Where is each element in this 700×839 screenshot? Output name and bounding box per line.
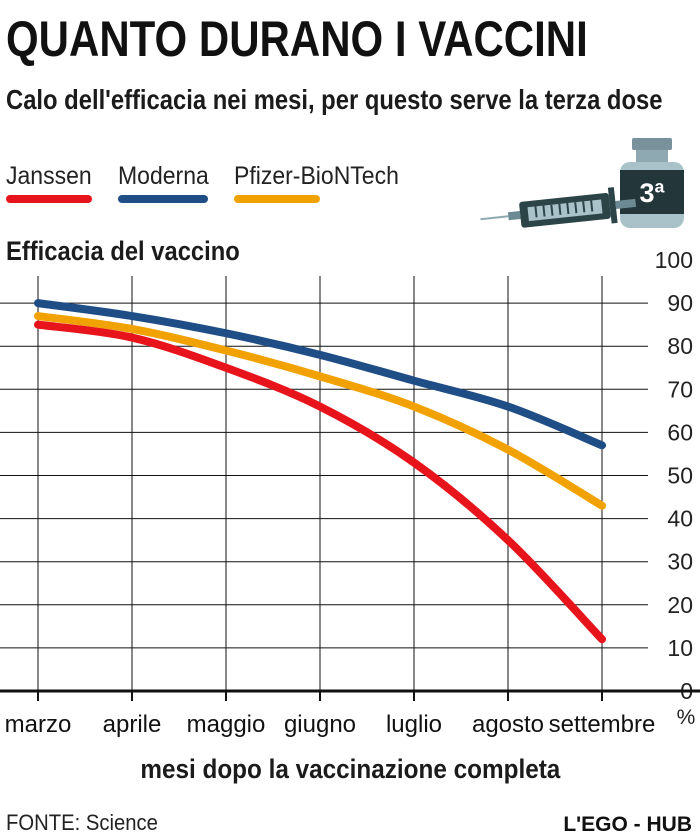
y-axis-title: Efficacia del vaccino <box>6 236 240 266</box>
third-dose-badge: 3ª <box>639 178 664 208</box>
y-tick-label-90: 90 <box>667 290 693 316</box>
y-tick-label-50: 50 <box>667 463 693 489</box>
y-tick-label-30: 30 <box>667 549 693 575</box>
syringe-flange <box>607 187 618 224</box>
x-axis-ticks: marzo aprile maggio giugno luglio agosto sette… <box>5 691 656 738</box>
chart-title: QUANTO DURANO I VACCINI <box>6 11 588 67</box>
y-tick-label-100: 100 <box>655 247 693 273</box>
syringe-needle <box>480 215 509 221</box>
syringe <box>480 187 637 228</box>
x-axis-title-text: mesi dopo la vaccinazione completa <box>140 754 560 784</box>
vial-cap <box>632 138 672 150</box>
x-tick-label-marzo: marzo <box>5 711 72 738</box>
y-tick-label-80: 80 <box>667 333 693 359</box>
syringe-tip <box>507 211 521 221</box>
y-tick-label-70: 70 <box>667 376 693 402</box>
y-tick-label-10: 10 <box>667 635 693 661</box>
chart-grid <box>0 276 648 691</box>
y-tick-label-40: 40 <box>667 506 693 532</box>
chart-subtitle: Calo dell'efficacia nei mesi, per questo… <box>6 84 663 115</box>
x-tick-label-luglio: luglio <box>386 711 442 738</box>
legend-label-moderna: Moderna <box>118 162 209 190</box>
syringe-graduations <box>534 200 594 218</box>
legend-swatch-moderna <box>118 195 208 203</box>
credit-logo: L'EGO - HUB <box>563 813 692 836</box>
y-axis-unit: % <box>677 706 696 729</box>
chart-series <box>34 299 606 644</box>
x-tick-label-maggio: maggio <box>187 711 266 738</box>
legend-swatch-pfizer <box>234 195 320 203</box>
vial-neck <box>636 150 668 162</box>
legend-label-pfizer: Pfizer-BioNTech <box>234 162 399 190</box>
x-tick-label-aprile: aprile <box>103 711 162 738</box>
syringe-plunger <box>615 198 637 209</box>
x-axis-title: mesi dopo la vaccinazione completa <box>0 756 700 783</box>
y-tick-label-20: 20 <box>667 592 693 618</box>
x-tick-label-agosto: agosto <box>472 711 544 738</box>
source-note: FONTE: Science <box>6 810 158 835</box>
x-tick-label-settembre: settembre <box>549 711 656 738</box>
y-tick-label-60: 60 <box>667 419 693 445</box>
legend-label-janssen: Janssen <box>6 162 92 190</box>
syringe-vial-icon: 3ª <box>480 138 684 228</box>
x-tick-label-giugno: giugno <box>284 711 356 738</box>
legend-swatch-janssen <box>6 195 92 203</box>
